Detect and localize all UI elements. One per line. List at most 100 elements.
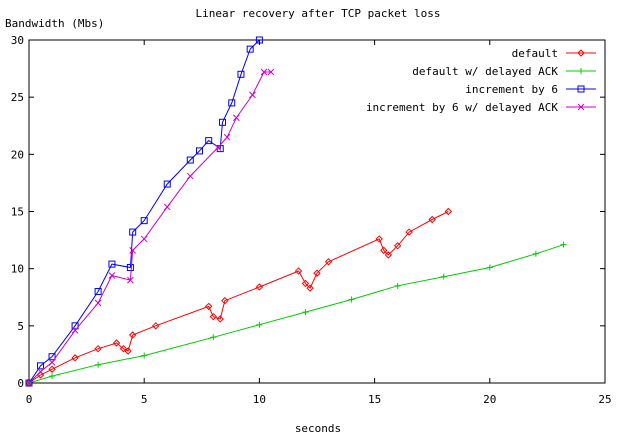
y-axis-label: Bandwidth (Mbs) xyxy=(5,17,104,30)
y-tick-label: 15 xyxy=(11,206,24,219)
data-point xyxy=(440,273,447,280)
data-point xyxy=(249,91,256,99)
data-point xyxy=(205,137,213,145)
data-point xyxy=(49,373,56,380)
legend-label: increment by 6 xyxy=(465,83,558,96)
x-tick-label: 20 xyxy=(483,393,496,406)
data-point xyxy=(71,354,79,362)
data-point xyxy=(108,272,116,279)
legend-label: increment by 6 w/ delayed ACK xyxy=(366,101,558,114)
data-point xyxy=(141,352,148,359)
y-tick-label: 0 xyxy=(17,377,24,390)
data-point xyxy=(228,99,236,107)
data-point xyxy=(94,288,102,296)
data-point xyxy=(195,147,203,155)
data-point xyxy=(375,235,383,243)
data-point xyxy=(237,70,245,78)
x-tick-label: 5 xyxy=(141,393,148,406)
series-layer xyxy=(25,36,567,387)
data-point xyxy=(221,296,229,305)
data-point xyxy=(348,296,355,303)
data-point xyxy=(306,284,314,292)
series-line xyxy=(28,211,449,384)
data-point xyxy=(532,250,539,257)
data-point xyxy=(209,312,218,321)
data-point xyxy=(37,368,44,375)
axis-ticks: 0 5 10 15 20 25 0 5 10 15 20 25 30 xyxy=(11,34,612,406)
data-point xyxy=(163,203,171,211)
series-1 xyxy=(26,241,567,386)
x-tick-label: 10 xyxy=(253,393,266,406)
data-point xyxy=(428,215,436,224)
series-0 xyxy=(25,207,453,387)
data-point xyxy=(255,283,264,291)
data-point xyxy=(186,172,194,180)
data-point xyxy=(48,353,56,361)
data-point xyxy=(94,299,102,307)
data-point xyxy=(260,68,268,76)
legend-marker xyxy=(578,68,584,74)
legend-marker xyxy=(577,49,585,57)
series-line xyxy=(28,71,271,384)
data-point xyxy=(37,362,45,370)
data-point xyxy=(25,379,33,387)
data-point xyxy=(152,322,160,330)
data-point xyxy=(127,276,134,284)
y-tick-label: 25 xyxy=(11,91,24,104)
data-point xyxy=(486,264,493,271)
data-point xyxy=(124,347,132,355)
series-2 xyxy=(25,36,263,387)
data-point xyxy=(256,321,263,328)
legend-label: default w/ delayed ACK xyxy=(412,65,558,78)
data-point xyxy=(405,228,413,236)
data-point xyxy=(313,269,321,277)
data-point xyxy=(140,235,148,243)
data-point xyxy=(108,260,116,268)
data-point xyxy=(129,247,137,254)
data-point xyxy=(95,361,102,368)
data-point xyxy=(210,334,217,341)
data-point xyxy=(126,264,134,272)
legend: default default w/ delayed ACK increment b… xyxy=(366,47,596,114)
data-point xyxy=(384,251,393,259)
data-point xyxy=(393,242,402,250)
data-point xyxy=(267,68,275,76)
data-point xyxy=(255,36,263,44)
data-point xyxy=(129,228,137,236)
data-point xyxy=(302,309,309,316)
data-point xyxy=(71,327,79,334)
data-point xyxy=(444,207,453,216)
series-line xyxy=(28,39,260,384)
data-point xyxy=(94,344,102,353)
data-point xyxy=(48,359,56,366)
data-point xyxy=(186,156,194,164)
y-tick-label: 30 xyxy=(11,34,24,47)
chart-title: Linear recovery after TCP packet loss xyxy=(195,7,440,20)
x-tick-label: 15 xyxy=(368,393,381,406)
legend-marker xyxy=(577,103,585,111)
y-tick-label: 20 xyxy=(11,148,24,161)
data-point xyxy=(112,339,121,347)
data-point xyxy=(233,114,240,122)
data-point xyxy=(140,217,148,225)
data-point xyxy=(380,246,388,255)
y-tick-label: 10 xyxy=(11,263,24,276)
series-3 xyxy=(25,68,275,387)
data-point xyxy=(71,322,79,330)
data-point xyxy=(560,241,567,248)
data-point xyxy=(205,302,213,311)
data-point xyxy=(223,133,231,141)
data-point xyxy=(216,315,224,323)
y-tick-label: 5 xyxy=(17,320,24,333)
legend-label: default xyxy=(512,47,558,60)
data-point xyxy=(301,279,310,288)
x-tick-label: 0 xyxy=(26,393,33,406)
data-point xyxy=(219,118,227,126)
data-point xyxy=(246,45,254,53)
data-point xyxy=(163,180,171,188)
legend-marker xyxy=(577,85,585,93)
data-point xyxy=(294,267,303,275)
data-point xyxy=(48,365,56,373)
x-tick-label: 25 xyxy=(598,393,611,406)
